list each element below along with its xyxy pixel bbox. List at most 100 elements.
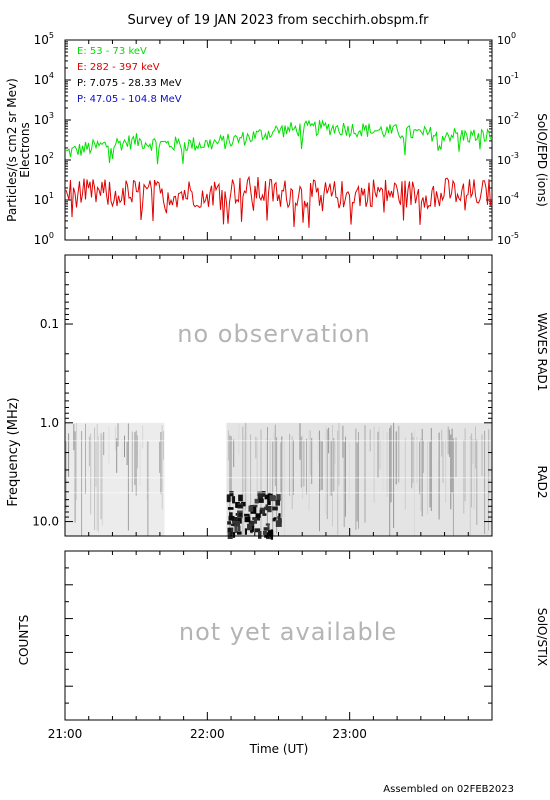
series-line-1 [65, 119, 491, 165]
spectrogram-burst [264, 532, 270, 538]
figure-title: Survey of 19 JAN 2023 from secchirh.obsp… [128, 13, 430, 28]
spectrogram-burst [257, 495, 264, 501]
y-tick-label: 105 [34, 31, 54, 47]
spectrogram-burst [237, 515, 242, 524]
spectrogram-burst [226, 494, 231, 503]
stix-annotation: not yet available [179, 618, 397, 646]
y2-tick-label: 10-2 [497, 111, 519, 127]
particles-series [65, 119, 491, 228]
radio-y-tick-labels: 0.1 1.0 10.0 [32, 317, 59, 529]
spectrogram-burst [227, 527, 232, 533]
radio-y-label: Frequency (MHz) [6, 397, 21, 506]
spectrogram-burst [272, 518, 276, 522]
spectrogram-burst [234, 521, 240, 527]
radio-right-label-rad1: WAVES RAD1 [535, 313, 549, 392]
spectrogram-burst [250, 506, 257, 514]
y-tick-label: 104 [34, 71, 54, 87]
spectrogram-burst [276, 494, 281, 501]
y-tick-label: 0.1 [40, 317, 59, 331]
spectrogram-burst [264, 506, 271, 510]
radio-right-label-rad2: RAD2 [535, 466, 549, 499]
y2-tick-label: 10-1 [497, 71, 519, 87]
spectrogram-burst [253, 518, 257, 524]
spectrogram-burst [228, 515, 235, 521]
y2-tick-label: 10-3 [497, 151, 519, 167]
series-line-2 [65, 175, 491, 228]
spectrogram-burst [244, 528, 248, 535]
particles-y-label-2: Electrons [18, 122, 32, 177]
spectrogram-burst [247, 523, 253, 531]
spectrogram-burst [262, 513, 267, 516]
y-tick-label: 1.0 [40, 416, 59, 430]
y-tick-label: 10.0 [32, 515, 59, 529]
particles-y-tick-labels: 100 101 102 103 104 105 [34, 31, 54, 247]
stix-right-label: SolO/STIX [535, 608, 549, 667]
spectrogram-burst [252, 504, 258, 508]
radio-ticks [64, 254, 493, 536]
spectrogram-burst [259, 509, 263, 514]
spectrogram-burst [275, 499, 281, 506]
spectrogram-burst [227, 521, 232, 525]
spectrogram-burst [240, 501, 246, 507]
spectrogram-burst [277, 516, 280, 520]
spectrogram-burst [278, 513, 281, 518]
y-tick-label: 101 [34, 191, 54, 207]
particles-y2-tick-labels: 10-5 10-4 10-3 10-2 10-1 100 [497, 31, 519, 247]
y2-tick-label: 10-4 [497, 191, 519, 207]
spectrogram-burst [254, 498, 259, 504]
spectrogram-burst [255, 517, 261, 521]
spectrogram-burst [234, 525, 238, 533]
rad2-background [65, 422, 165, 536]
spectrogram-burst [229, 491, 234, 497]
y-tick-label: 100 [34, 231, 54, 247]
x-tick-label: 22:00 [190, 727, 225, 741]
spectrogram-burst [236, 531, 242, 535]
spectrogram-burst [258, 498, 264, 503]
spectrogram-burst [238, 494, 243, 502]
x-axis-label: Time (UT) [249, 742, 309, 756]
spectrogram-burst [231, 527, 234, 535]
spectrogram-burst [227, 531, 233, 540]
legend-entry-1: E: 53 - 73 keV [77, 46, 147, 57]
spectrogram-burst [237, 525, 241, 531]
stix-ticks [64, 551, 493, 720]
spectrogram-burst [265, 523, 270, 526]
spectrogram-burst [230, 523, 236, 526]
spectrogram-burst [238, 512, 243, 517]
radio-spectrogram [65, 422, 493, 540]
spectrogram-burst [244, 513, 250, 517]
spectrogram-burst [260, 508, 265, 514]
x-tick-labels: 21:00 22:00 23:00 [48, 727, 367, 741]
particles-y-label: Particles/(s cm2 sr Mev) [5, 78, 19, 222]
stix-panel: not yet available COUNTS SolO/STIX 21:00… [17, 550, 549, 756]
spectrogram-burst [268, 530, 274, 537]
spectrogram-burst [232, 496, 236, 504]
stix-y-label: COUNTS [17, 615, 31, 666]
x-tick-label: 23:00 [332, 727, 367, 741]
spectrogram-burst [272, 506, 278, 511]
spectrogram-burst [234, 516, 239, 522]
spectrogram-burst [262, 530, 268, 535]
spectrogram-burst [267, 525, 270, 529]
spectrogram-burst [232, 532, 236, 538]
spectrogram-burst [257, 491, 263, 497]
spectrogram-burst [273, 517, 277, 520]
y2-tick-label: 10-5 [497, 231, 519, 247]
data-gap [164, 422, 227, 536]
x-tick-label: 21:00 [48, 727, 83, 741]
legend-entry-2: E: 282 - 397 keV [77, 62, 160, 73]
spectrogram-burst [254, 528, 261, 533]
y-tick-label: 103 [34, 111, 54, 127]
spectrogram-burst [261, 491, 266, 497]
spectrogram-burst [237, 504, 243, 508]
particles-right-label: SolO/EPD (ions) [535, 113, 549, 207]
legend-entry-3: P: 7.075 - 28.33 MeV [77, 78, 182, 89]
spectrogram-burst [269, 495, 276, 502]
radio-panel: 0.1 1.0 10.0 no observation Frequency (MHz… [6, 254, 549, 540]
spectrogram-burst [264, 494, 271, 500]
spectrogram-burst [258, 530, 262, 539]
spectrogram-burst [263, 527, 268, 531]
spectrogram-burst [244, 516, 251, 523]
